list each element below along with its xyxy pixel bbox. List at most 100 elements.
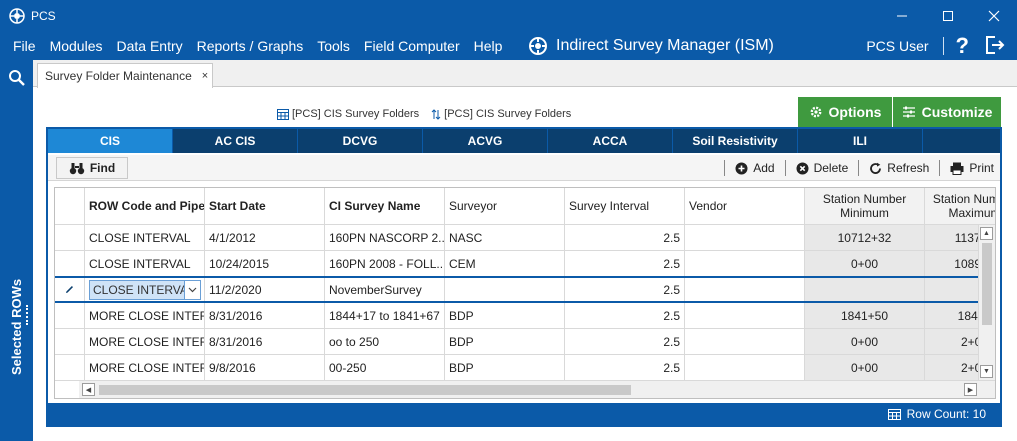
rail-grip[interactable] (26, 305, 29, 325)
row-code-combobox-value[interactable]: CLOSE INTERVA (90, 280, 184, 299)
tab-ili[interactable]: ILI (798, 129, 923, 153)
cell-survey-interval[interactable]: 2.5 (565, 303, 685, 328)
cell-start-date[interactable]: 10/24/2015 (205, 251, 325, 276)
data-source-item[interactable]: [PCS] CIS Survey Folders (277, 108, 419, 120)
cell-survey-name[interactable]: 160PN NASCORP 2... (325, 225, 445, 250)
cell-survey-interval[interactable]: 2.5 (565, 278, 685, 301)
cell-start-date[interactable]: 9/8/2016 (205, 355, 325, 380)
cell-surveyor[interactable]: CEM (445, 251, 565, 276)
vertical-scroll-thumb[interactable] (982, 243, 992, 325)
add-button[interactable]: Add (735, 161, 775, 175)
close-window-button[interactable] (971, 0, 1017, 32)
find-button[interactable]: Find (56, 157, 128, 179)
refresh-button[interactable]: Refresh (869, 161, 929, 175)
table-row[interactable]: MORE CLOSE INTERVA 8/31/2016 oo to 250 B… (55, 329, 995, 355)
column-header[interactable]: Survey Interval (565, 188, 685, 224)
help-button[interactable]: ? (955, 33, 969, 58)
chevron-down-icon[interactable] (184, 280, 200, 299)
menu-reports-graphs[interactable]: Reports / Graphs (196, 38, 304, 54)
exit-button[interactable] (983, 34, 1005, 59)
cell-survey-interval[interactable]: 2.5 (565, 251, 685, 276)
horizontal-scrollbar[interactable]: ◀ ▶ (79, 380, 995, 398)
cell-row-code[interactable]: CLOSE INTERVA (85, 278, 205, 301)
tab-survey-folder-maintenance[interactable]: Survey Folder Maintenance × (37, 63, 213, 88)
cell-surveyor[interactable] (445, 278, 565, 301)
cell-vendor[interactable] (685, 251, 805, 276)
cell-start-date[interactable]: 8/31/2016 (205, 303, 325, 328)
cell-surveyor[interactable]: BDP (445, 355, 565, 380)
tab-close-icon[interactable]: × (201, 70, 209, 82)
customize-button[interactable]: Customize (893, 97, 1001, 127)
cell-survey-interval[interactable]: 2.5 (565, 355, 685, 380)
vertical-scrollbar[interactable]: ▲ ▼ (978, 225, 995, 380)
tab-soil-resistivity[interactable]: Soil Resistivity (673, 129, 798, 153)
tab-ac-cis[interactable]: AC CIS (173, 129, 298, 153)
table-row[interactable]: CLOSE INTERVAL 10/24/2015 160PN 2008 - F… (55, 251, 995, 277)
scroll-down-icon[interactable]: ▼ (980, 365, 993, 378)
cell-start-date[interactable]: 4/1/2012 (205, 225, 325, 250)
tab-dcvg[interactable]: DCVG (298, 129, 423, 153)
cell-vendor[interactable] (685, 303, 805, 328)
menu-data-entry[interactable]: Data Entry (116, 38, 183, 54)
selected-rows-label[interactable]: Selected ROWs (9, 278, 24, 375)
cell-row-code[interactable]: CLOSE INTERVAL (85, 251, 205, 276)
print-button[interactable]: Print (950, 161, 994, 175)
menu-tools[interactable]: Tools (317, 38, 350, 54)
user-name[interactable]: PCS User (866, 38, 929, 54)
table-row[interactable]: MORE CLOSE INTERVA 9/8/2016 00-250 BDP 2… (55, 355, 995, 381)
cell-vendor[interactable] (685, 225, 805, 250)
cell-survey-name[interactable]: 00-250 (325, 355, 445, 380)
delete-button[interactable]: Delete (796, 161, 848, 175)
table-row[interactable]: MORE CLOSE INTERVA 8/31/2016 1844+17 to … (55, 303, 995, 329)
cell-station-min[interactable]: 0+00 (805, 329, 925, 354)
tab-cis[interactable]: CIS (48, 129, 173, 153)
cell-station-min[interactable] (805, 278, 925, 301)
cell-survey-interval[interactable]: 2.5 (565, 225, 685, 250)
cell-survey-name[interactable]: 1844+17 to 1841+67 (325, 303, 445, 328)
cell-vendor[interactable] (685, 278, 805, 301)
cell-survey-name[interactable]: 160PN 2008 - FOLL... (325, 251, 445, 276)
cell-station-max[interactable] (925, 278, 995, 301)
column-header[interactable]: Start Date (205, 188, 325, 224)
cell-surveyor[interactable]: BDP (445, 329, 565, 354)
cell-surveyor[interactable]: BDP (445, 303, 565, 328)
cell-row-code[interactable]: MORE CLOSE INTERVA (85, 303, 205, 328)
menu-modules[interactable]: Modules (49, 38, 103, 54)
cell-survey-name[interactable]: NovemberSurvey (325, 278, 445, 301)
menu-file[interactable]: File (13, 38, 36, 54)
cell-start-date[interactable]: 8/31/2016 (205, 329, 325, 354)
cell-row-code[interactable]: CLOSE INTERVAL (85, 225, 205, 250)
options-button[interactable]: Options (798, 97, 892, 127)
cell-station-min[interactable]: 10712+32 (805, 225, 925, 250)
cell-vendor[interactable] (685, 329, 805, 354)
column-header[interactable]: ROW Code and Pipe (85, 188, 205, 224)
search-button[interactable] (8, 69, 26, 90)
horizontal-scroll-thumb[interactable] (99, 385, 631, 395)
cell-station-min[interactable]: 0+00 (805, 251, 925, 276)
cell-station-min[interactable]: 1841+50 (805, 303, 925, 328)
table-row[interactable]: CLOSE INTERVAL 4/1/2012 160PN NASCORP 2.… (55, 225, 995, 251)
column-header[interactable]: CI Survey Name (325, 188, 445, 224)
menu-field-computer[interactable]: Field Computer (363, 38, 460, 54)
cell-surveyor[interactable]: NASC (445, 225, 565, 250)
tab-acca[interactable]: ACCA (548, 129, 673, 153)
scroll-left-icon[interactable]: ◀ (82, 383, 95, 396)
cell-survey-name[interactable]: oo to 250 (325, 329, 445, 354)
minimize-button[interactable] (879, 0, 925, 32)
cell-station-min[interactable]: 0+00 (805, 355, 925, 380)
maximize-button[interactable] (925, 0, 971, 32)
scroll-up-icon[interactable]: ▲ (980, 227, 993, 240)
menu-help[interactable]: Help (473, 38, 503, 54)
row-code-combobox[interactable]: CLOSE INTERVA (89, 279, 201, 300)
column-header[interactable]: Vendor (685, 188, 805, 224)
cell-row-code[interactable]: MORE CLOSE INTERVA (85, 329, 205, 354)
column-header[interactable]: Station Number Minimum (805, 188, 925, 224)
column-header[interactable]: Station Number Maximum (925, 188, 995, 224)
cell-survey-interval[interactable]: 2.5 (565, 329, 685, 354)
tab-acvg[interactable]: ACVG (423, 129, 548, 153)
table-row-editing[interactable]: CLOSE INTERVA 11/2/2020 NovemberSurvey 2… (55, 276, 995, 303)
scroll-right-icon[interactable]: ▶ (964, 383, 977, 396)
cell-start-date[interactable]: 11/2/2020 (205, 278, 325, 301)
column-header[interactable]: Surveyor (445, 188, 565, 224)
cell-vendor[interactable] (685, 355, 805, 380)
